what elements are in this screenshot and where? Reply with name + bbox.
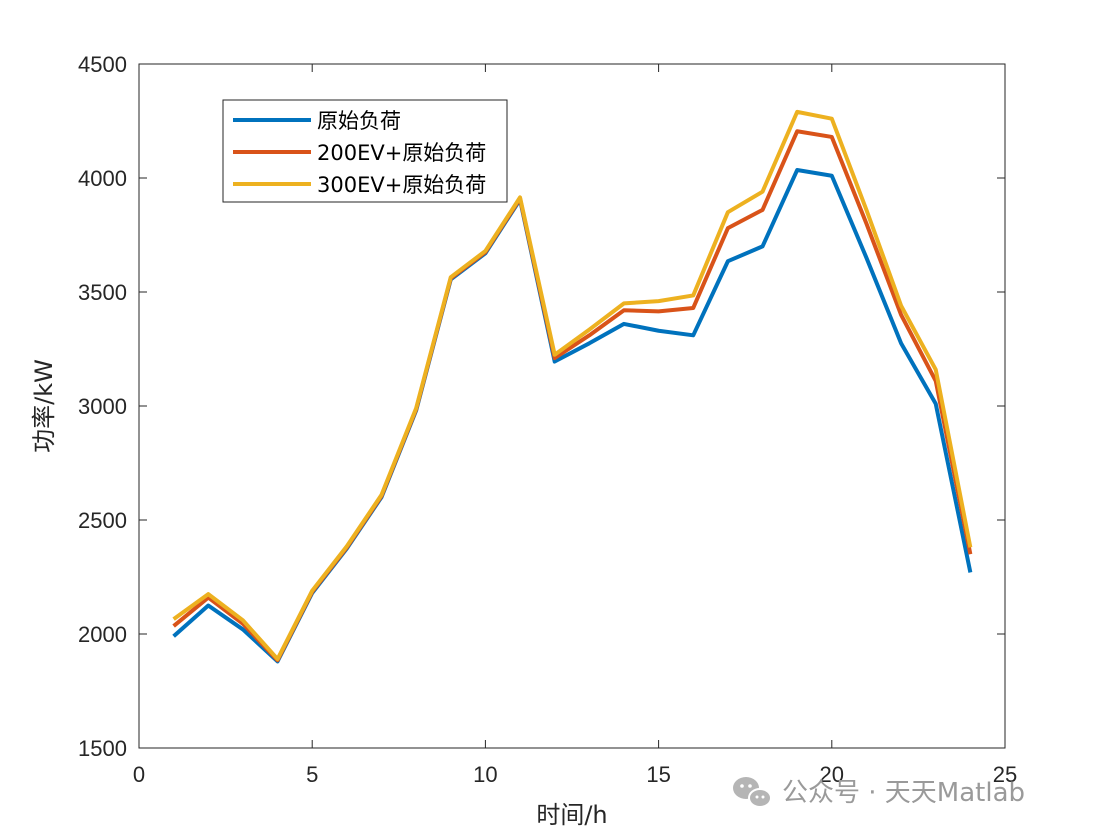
y-tick-label: 3500	[78, 280, 127, 305]
legend-label-3: 300EV+原始负荷	[317, 173, 486, 197]
x-tick-label: 25	[993, 762, 1017, 787]
x-tick-label: 10	[473, 762, 497, 787]
y-tick-label: 4000	[78, 166, 127, 191]
legend: 原始负荷 200EV+原始负荷 300EV+原始负荷	[222, 99, 508, 203]
watermark: 公众号 · 天天Matlab	[733, 777, 1025, 808]
tick-layer: 0 5 10 15 20 25 1500 2000 2500 3000 3500 4000 4500	[78, 52, 1017, 787]
series-layer	[172, 109, 973, 664]
legend-items: 原始负荷 200EV+原始负荷 300EV+原始负荷	[233, 109, 486, 197]
y-tick-label: 4500	[78, 52, 127, 77]
watermark-text: 公众号 · 天天Matlab	[782, 778, 1025, 808]
y-tick-label: 1500	[78, 736, 127, 761]
x-tick-label: 0	[133, 762, 145, 787]
legend-label-1: 原始负荷	[317, 109, 401, 133]
y-tick-label: 3000	[78, 394, 127, 419]
x-axis-label: 时间/h	[536, 801, 607, 829]
x-tick-label: 20	[820, 762, 844, 787]
y-tick-label: 2000	[78, 622, 127, 647]
x-tick-label: 5	[306, 762, 318, 787]
x-tick-label: 15	[646, 762, 670, 787]
wechat-icon	[733, 777, 772, 808]
legend-label-2: 200EV+原始负荷	[317, 141, 486, 165]
y-axis-label: 功率/kW	[30, 359, 58, 453]
y-tick-label: 2500	[78, 508, 127, 533]
series-line-3	[172, 109, 973, 662]
